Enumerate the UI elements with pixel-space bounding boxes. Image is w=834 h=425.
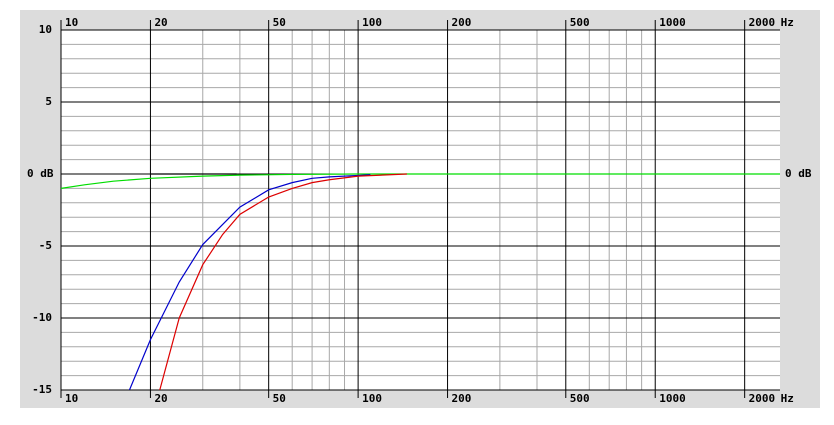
y-tick-label: 5: [45, 95, 52, 108]
x-tick-label-bottom: 20: [154, 392, 167, 405]
y-tick-label: 10: [39, 23, 52, 36]
x-tick-label-bottom: 50: [273, 392, 286, 405]
x-tick-label-top: 50: [273, 16, 286, 29]
plot-area: [61, 30, 780, 390]
y-tick-label-right: 0 dB: [785, 167, 812, 180]
x-tick-label-bottom: 100: [362, 392, 382, 405]
y-tick-label: -10: [32, 311, 52, 324]
x-tick-label-top: 2000: [749, 16, 776, 29]
x-tick-label-bottom: 1000: [659, 392, 686, 405]
x-unit-top: Hz: [781, 16, 794, 29]
y-tick-label: 0 dB: [27, 167, 54, 180]
y-tick-label: -15: [32, 383, 52, 396]
x-tick-label-top: 100: [362, 16, 382, 29]
x-tick-label-top: 10: [65, 16, 78, 29]
x-tick-label-top: 500: [570, 16, 590, 29]
x-tick-label-top: 20: [154, 16, 167, 29]
series-line: [61, 173, 780, 189]
x-tick-label-bottom: 2000: [749, 392, 776, 405]
series-line: [159, 173, 407, 390]
x-tick-label-top: 200: [452, 16, 472, 29]
y-tick-label: -5: [39, 239, 52, 252]
x-tick-label-bottom: 10: [65, 392, 78, 405]
x-tick-label-bottom: 200: [452, 392, 472, 405]
x-tick-label-bottom: 500: [570, 392, 590, 405]
x-tick-label-top: 1000: [659, 16, 686, 29]
x-unit-bottom: Hz: [781, 392, 794, 405]
series-line: [128, 174, 371, 390]
